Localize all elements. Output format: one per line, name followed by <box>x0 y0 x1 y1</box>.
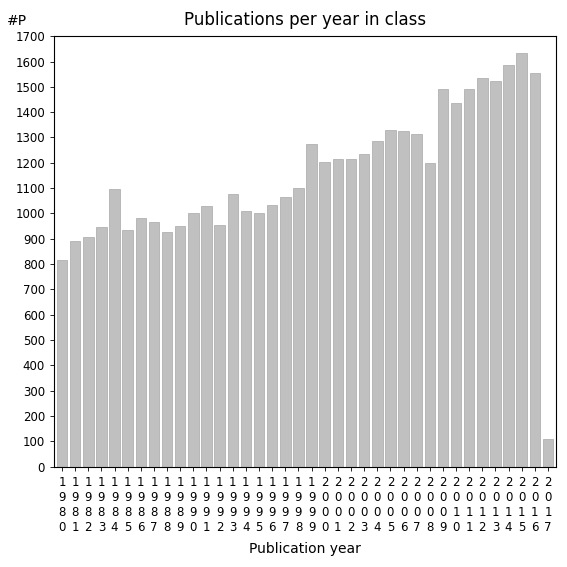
Bar <box>188 213 198 467</box>
Title: Publications per year in class: Publications per year in class <box>184 11 426 29</box>
Bar <box>280 197 290 467</box>
Bar <box>306 144 317 467</box>
Bar <box>96 227 107 467</box>
Bar <box>490 81 501 467</box>
Bar <box>122 230 133 467</box>
Bar <box>319 162 330 467</box>
Bar <box>254 213 264 467</box>
Bar <box>438 90 448 467</box>
Y-axis label: #P: #P <box>6 14 27 28</box>
Bar <box>385 130 396 467</box>
Bar <box>372 141 383 467</box>
Bar <box>477 78 488 467</box>
Bar <box>214 225 225 467</box>
Bar <box>359 154 369 467</box>
Bar <box>83 238 94 467</box>
Bar <box>149 222 159 467</box>
Bar <box>201 206 211 467</box>
X-axis label: Publication year: Publication year <box>249 542 361 556</box>
Bar <box>333 159 343 467</box>
Bar <box>240 211 251 467</box>
Bar <box>293 188 304 467</box>
Bar <box>346 159 356 467</box>
Bar <box>543 439 553 467</box>
Bar <box>267 205 277 467</box>
Bar <box>136 218 146 467</box>
Bar <box>412 134 422 467</box>
Bar <box>530 73 540 467</box>
Bar <box>517 53 527 467</box>
Bar <box>464 90 475 467</box>
Bar <box>425 163 435 467</box>
Bar <box>503 65 514 467</box>
Bar <box>451 103 462 467</box>
Bar <box>175 226 185 467</box>
Bar <box>398 131 409 467</box>
Bar <box>70 241 81 467</box>
Bar <box>227 194 238 467</box>
Bar <box>162 232 172 467</box>
Bar <box>57 260 67 467</box>
Bar <box>109 189 120 467</box>
